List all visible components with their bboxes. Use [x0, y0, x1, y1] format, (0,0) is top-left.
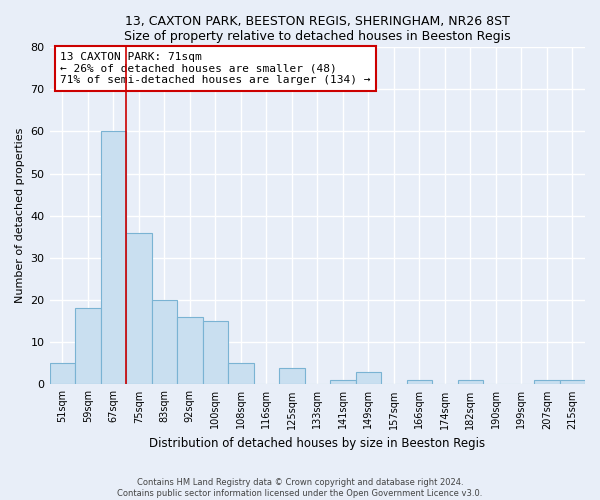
Bar — [203, 321, 228, 384]
Bar — [75, 308, 101, 384]
Bar — [228, 364, 254, 384]
Bar — [330, 380, 356, 384]
Text: 13 CAXTON PARK: 71sqm
← 26% of detached houses are smaller (48)
71% of semi-deta: 13 CAXTON PARK: 71sqm ← 26% of detached … — [60, 52, 371, 85]
X-axis label: Distribution of detached houses by size in Beeston Regis: Distribution of detached houses by size … — [149, 437, 485, 450]
Bar — [458, 380, 483, 384]
Bar — [534, 380, 560, 384]
Bar — [407, 380, 432, 384]
Bar — [177, 317, 203, 384]
Y-axis label: Number of detached properties: Number of detached properties — [15, 128, 25, 304]
Bar — [101, 132, 126, 384]
Bar — [356, 372, 381, 384]
Bar — [126, 232, 152, 384]
Bar — [50, 364, 75, 384]
Bar — [560, 380, 585, 384]
Text: Contains HM Land Registry data © Crown copyright and database right 2024.
Contai: Contains HM Land Registry data © Crown c… — [118, 478, 482, 498]
Title: 13, CAXTON PARK, BEESTON REGIS, SHERINGHAM, NR26 8ST
Size of property relative t: 13, CAXTON PARK, BEESTON REGIS, SHERINGH… — [124, 15, 511, 43]
Bar — [279, 368, 305, 384]
Bar — [152, 300, 177, 384]
